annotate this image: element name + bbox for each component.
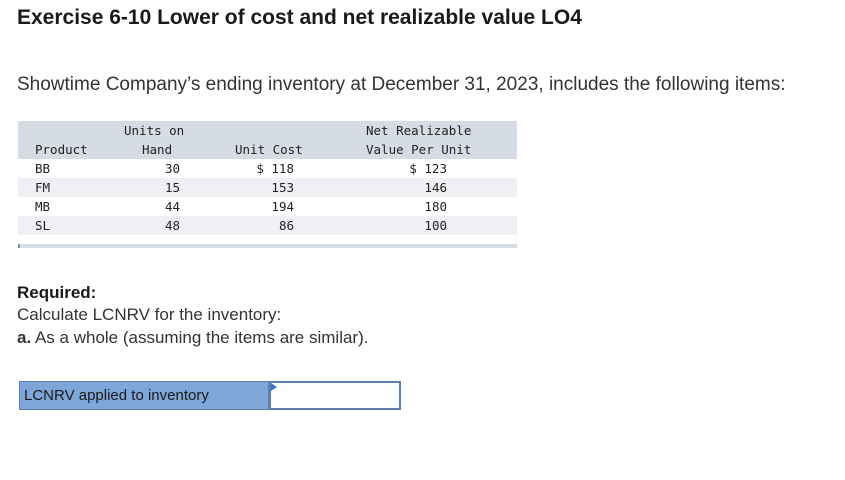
cell-units: 30 (164, 161, 180, 176)
cell-flag-icon (271, 383, 277, 391)
required-heading: Required: (17, 283, 97, 302)
table-header: Product Units on Hand Unit Cost Net Real… (18, 121, 517, 159)
table-row: SL 48 86 100 (18, 216, 517, 235)
lcnrv-answer-input[interactable] (269, 381, 401, 410)
part-text: As a whole (assuming the items are simil… (31, 328, 369, 347)
exercise-title: Exercise 6-10 Lower of cost and net real… (17, 6, 582, 29)
cell-units: 48 (164, 218, 180, 233)
cell-units: 44 (164, 199, 180, 214)
inventory-table: Product Units on Hand Unit Cost Net Real… (18, 121, 517, 248)
answer-field-wrap (269, 381, 401, 410)
required-part-a: a. As a whole (assuming the items are si… (17, 328, 368, 348)
table-row: MB 44 194 180 (18, 197, 517, 216)
table-row: FM 15 153 146 (18, 178, 517, 197)
cell-product: BB (35, 161, 51, 176)
cell-unit-cost: 194 (271, 199, 294, 214)
cell-product: SL (35, 218, 51, 233)
cell-units: 15 (164, 180, 180, 195)
answer-label: LCNRV applied to inventory (19, 381, 269, 410)
cell-unit-cost: 86 (278, 218, 294, 233)
cell-nrv: 100 (424, 218, 447, 233)
cell-nrv: 146 (424, 180, 447, 195)
intro-text: Showtime Company’s ending inventory at D… (17, 74, 786, 95)
answer-row: LCNRV applied to inventory (19, 381, 401, 410)
cell-nrv: 180 (424, 199, 447, 214)
cell-unit-cost: 153 (271, 180, 294, 195)
table-row: BB 30 $ 118 $ 123 (18, 159, 517, 178)
cell-unit-cost: $ 118 (256, 161, 294, 176)
header-units-on: Units on (124, 123, 185, 138)
header-hand: Hand (142, 142, 173, 157)
cell-product: FM (35, 180, 51, 195)
cell-nrv: $ 123 (409, 161, 447, 176)
required-instruction: Calculate LCNRV for the inventory: (17, 305, 282, 324)
header-nrv-line1: Net Realizable (366, 123, 472, 138)
table-footer-bar (18, 244, 517, 248)
cell-product: MB (35, 199, 51, 214)
header-unit-cost: Unit Cost (235, 142, 303, 157)
header-nrv-line2: Value Per Unit (366, 142, 472, 157)
header-product: Product (35, 142, 88, 157)
part-letter: a. (17, 328, 32, 347)
